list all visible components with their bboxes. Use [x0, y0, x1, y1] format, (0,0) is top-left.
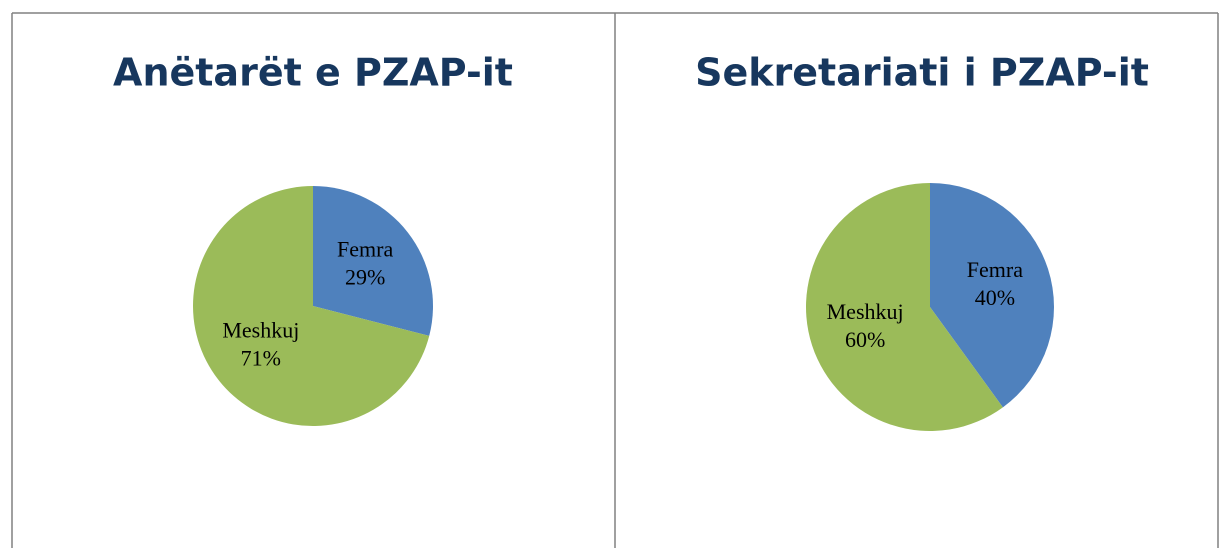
pie-slice: [313, 186, 433, 336]
chart-title: Anëtarët e PZAP-it: [113, 51, 513, 95]
pie-slice: [193, 186, 430, 426]
slice-value: 40%: [975, 285, 1015, 310]
pie-slice: [930, 183, 1054, 408]
slice-value: 71%: [241, 345, 281, 370]
slice-category: Femra: [337, 237, 393, 262]
slice-value: 29%: [345, 265, 385, 290]
slice-value: 60%: [845, 327, 885, 352]
slice-category: Meshkuj: [827, 299, 904, 324]
pie-slice: [805, 182, 1003, 431]
slice-category: Femra: [967, 257, 1023, 282]
chart-title: Sekretariati i PZAP-it: [695, 51, 1149, 95]
slice-category: Meshkuj: [222, 317, 299, 342]
